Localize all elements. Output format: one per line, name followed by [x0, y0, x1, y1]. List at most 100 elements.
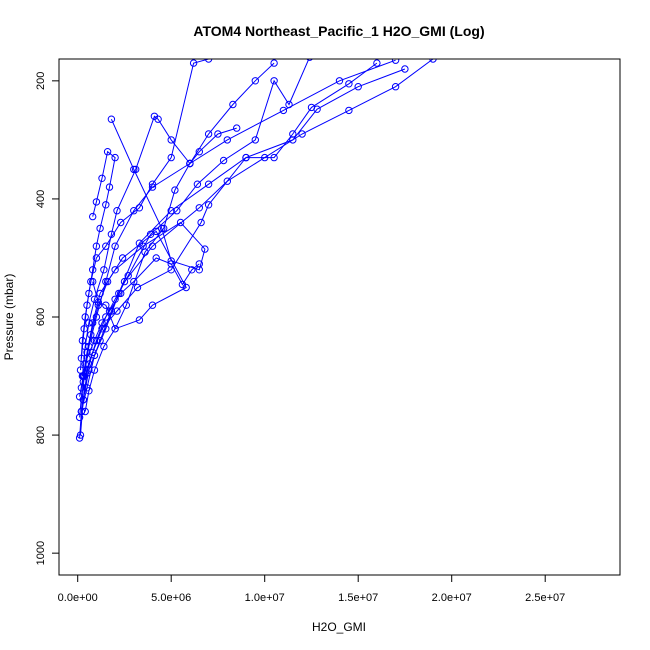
y-tick-label: 800 — [35, 426, 47, 444]
data-point — [90, 366, 99, 374]
data-point — [90, 295, 99, 303]
data-point — [76, 366, 85, 374]
series-line — [82, 62, 378, 400]
data-point — [76, 431, 85, 439]
data-point — [204, 180, 213, 188]
x-tick-label: 0.0e+00 — [58, 592, 98, 604]
y-tick-label: 1000 — [35, 541, 47, 565]
data-point — [111, 153, 119, 162]
data-point — [85, 387, 93, 395]
data-point — [195, 204, 204, 212]
series-2 — [76, 59, 437, 439]
x-tick-label: 2.0e+07 — [432, 592, 472, 604]
data-point — [85, 360, 93, 368]
data-point — [80, 325, 88, 333]
data-point — [270, 153, 278, 162]
data-point — [83, 301, 91, 309]
data-point — [307, 103, 316, 112]
data-point — [289, 130, 297, 138]
data-point — [195, 260, 204, 268]
data-point — [171, 186, 179, 194]
data-point — [345, 80, 353, 88]
data-point — [133, 283, 142, 292]
data-point — [201, 245, 209, 253]
data-point — [96, 224, 104, 233]
data-point — [152, 227, 160, 236]
data-point — [251, 136, 260, 144]
data-point — [94, 301, 103, 309]
data-point — [89, 277, 97, 286]
series-line — [80, 59, 209, 359]
data-point — [79, 378, 88, 386]
data-point — [189, 59, 198, 67]
series-3 — [77, 65, 409, 416]
data-point — [124, 272, 132, 280]
data-point — [111, 242, 119, 250]
data-point — [154, 115, 162, 123]
data-point — [186, 159, 194, 168]
data-point — [167, 207, 175, 215]
data-point — [113, 307, 121, 315]
data-point — [92, 242, 101, 250]
data-point — [146, 230, 155, 239]
data-point — [85, 289, 93, 298]
data-point — [75, 434, 84, 442]
data-point — [279, 106, 288, 115]
data-point — [160, 224, 168, 233]
data-point — [102, 313, 110, 321]
data-point — [87, 277, 95, 286]
series-6 — [79, 59, 381, 404]
x-tick-label: 1.0e+07 — [245, 592, 285, 604]
data-point — [111, 266, 119, 274]
data-point — [85, 319, 93, 327]
data-point — [204, 59, 213, 63]
data-point — [204, 201, 213, 209]
data-point — [289, 136, 297, 144]
y-tick-label: 600 — [35, 308, 47, 326]
data-point — [81, 407, 89, 416]
data-point — [391, 83, 400, 91]
data-point — [92, 336, 101, 345]
data-point — [89, 212, 97, 221]
y-tick-label: 400 — [35, 190, 47, 208]
data-point — [103, 148, 112, 156]
data-point — [90, 336, 99, 345]
data-point — [345, 106, 353, 115]
data-point — [141, 248, 149, 256]
series-line — [80, 59, 434, 436]
series-1 — [75, 59, 400, 442]
series-9 — [75, 254, 204, 401]
data-point — [87, 331, 95, 339]
series-line — [82, 59, 310, 383]
data-point — [354, 83, 362, 91]
data-point — [193, 180, 202, 188]
x-tick-label: 2.5e+07 — [525, 592, 565, 604]
data-point — [306, 59, 313, 61]
data-point — [223, 177, 232, 185]
data-point — [102, 242, 110, 250]
data-point — [102, 301, 110, 309]
x-axis-label: H2O_GMI — [312, 620, 366, 634]
plot-area — [58, 58, 621, 576]
data-point — [75, 393, 84, 401]
data-point — [373, 59, 381, 67]
plot-frame — [58, 58, 621, 576]
data-point — [77, 354, 86, 362]
data-point — [167, 136, 175, 144]
y-tick-label: 200 — [35, 72, 47, 90]
data-point — [429, 59, 437, 63]
series-line — [79, 257, 200, 397]
data-point — [107, 115, 116, 123]
data-point — [148, 180, 157, 188]
data-point — [103, 277, 112, 286]
data-point — [242, 153, 250, 162]
data-point — [401, 65, 409, 73]
data-point — [117, 218, 125, 227]
data-point — [285, 100, 293, 109]
data-point — [148, 301, 157, 309]
data-point — [111, 325, 119, 333]
data-point — [204, 130, 213, 138]
data-point — [167, 153, 175, 162]
series-line — [80, 68, 406, 412]
